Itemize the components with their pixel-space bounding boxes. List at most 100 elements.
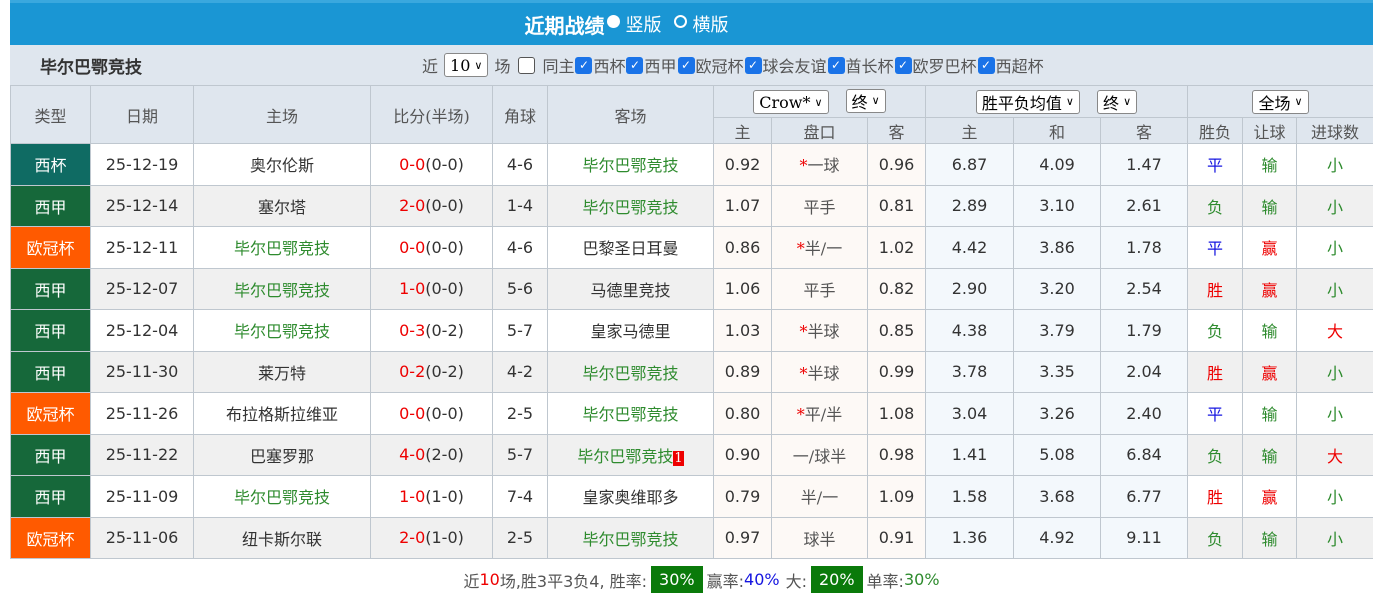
ah-home-cell: 0.92 bbox=[714, 144, 772, 186]
home-cell: 毕尔巴鄂竞技 bbox=[194, 310, 371, 352]
handicap-line: 平手 bbox=[803, 281, 835, 300]
eu-draw-cell: 3.26 bbox=[1014, 393, 1101, 435]
chevron-down-icon: ∨ bbox=[814, 96, 822, 109]
goals-cell: 小 bbox=[1297, 268, 1373, 310]
eu-home-odds: 2.89 bbox=[952, 196, 988, 215]
competition-label: 酋长杯 bbox=[846, 53, 894, 77]
score-cell: 1-0(1-0) bbox=[371, 476, 493, 518]
match-count-value: 10 bbox=[450, 56, 470, 75]
eu-home-odds: 4.42 bbox=[952, 238, 988, 257]
eu-away-cell: 6.84 bbox=[1101, 434, 1188, 476]
date-cell: 25-12-19 bbox=[91, 144, 194, 186]
same-home-checkbox[interactable] bbox=[518, 57, 535, 74]
col-away: 客场 bbox=[548, 86, 714, 144]
ah-line-cell: *一球 bbox=[772, 144, 868, 186]
eu-away-cell: 2.04 bbox=[1101, 351, 1188, 393]
company-select[interactable]: Crow*∨ bbox=[753, 90, 828, 114]
competition-checkbox[interactable]: ✓ bbox=[626, 57, 643, 74]
score-cell: 0-2(0-2) bbox=[371, 351, 493, 393]
handicap-result-cell: 输 bbox=[1243, 185, 1297, 227]
eu-draw-cell: 4.09 bbox=[1014, 144, 1101, 186]
ah-home-odds: 0.92 bbox=[725, 155, 761, 174]
corners-cell: 5-7 bbox=[493, 434, 548, 476]
cover-rate: 40% bbox=[744, 570, 780, 589]
date-cell: 25-12-14 bbox=[91, 185, 194, 227]
eu-draw-cell: 4.92 bbox=[1014, 517, 1101, 559]
vertical-label[interactable]: 竖版 bbox=[626, 11, 662, 37]
competition-type: 西甲 bbox=[34, 322, 66, 341]
goals-cell: 小 bbox=[1297, 185, 1373, 227]
ah-away-cell: 1.02 bbox=[868, 227, 926, 269]
goals-cell: 小 bbox=[1297, 144, 1373, 186]
eu-draw-odds: 3.35 bbox=[1039, 362, 1075, 381]
home-team: 塞尔塔 bbox=[258, 198, 306, 217]
competition-type: 西杯 bbox=[34, 156, 66, 175]
competition-checkbox[interactable]: ✓ bbox=[678, 57, 695, 74]
handicap-result: 输 bbox=[1262, 322, 1278, 341]
match-date: 25-12-14 bbox=[106, 196, 179, 215]
horizontal-label[interactable]: 横版 bbox=[693, 11, 729, 37]
match-count-select[interactable]: 10∨ bbox=[444, 53, 488, 77]
vertical-radio[interactable] bbox=[607, 15, 620, 28]
summary-text: 大: bbox=[786, 568, 807, 592]
match-result: 胜 bbox=[1207, 488, 1223, 507]
competition-label: 西超杯 bbox=[996, 53, 1044, 77]
competition-checkbox[interactable]: ✓ bbox=[828, 57, 845, 74]
eu-type-select[interactable]: 胜平负均值∨ bbox=[976, 90, 1080, 114]
match-date: 25-11-26 bbox=[106, 404, 179, 423]
home-cell: 布拉格斯拉维亚 bbox=[194, 393, 371, 435]
eu-draw-cell: 3.20 bbox=[1014, 268, 1101, 310]
scope-select[interactable]: 全场∨ bbox=[1252, 90, 1308, 114]
chevron-down-icon: ∨ bbox=[1066, 95, 1074, 108]
eu-draw-odds: 3.20 bbox=[1039, 279, 1075, 298]
corner-count: 5-7 bbox=[507, 445, 533, 464]
result-cell: 负 bbox=[1188, 185, 1243, 227]
match-date: 25-11-22 bbox=[106, 445, 179, 464]
home-team: 毕尔巴鄂竞技 bbox=[234, 239, 330, 258]
col-ah-line: 盘口 bbox=[772, 118, 868, 144]
horizontal-radio[interactable] bbox=[674, 15, 687, 28]
ah-away-cell: 0.85 bbox=[868, 310, 926, 352]
goals-result: 小 bbox=[1327, 156, 1343, 175]
full-time-score: 0-2 bbox=[399, 362, 425, 381]
eu-away-cell: 2.40 bbox=[1101, 393, 1188, 435]
half-time-score: (0-0) bbox=[425, 238, 464, 257]
ah-stage-select[interactable]: 终∨ bbox=[846, 89, 886, 113]
competition-checkbox[interactable]: ✓ bbox=[978, 57, 995, 74]
ah-home-odds: 0.79 bbox=[725, 487, 761, 506]
competition-checkbox[interactable]: ✓ bbox=[895, 57, 912, 74]
eu-draw-odds: 4.92 bbox=[1039, 528, 1075, 547]
eu-stage-select[interactable]: 终∨ bbox=[1097, 90, 1137, 114]
handicap-result: 赢 bbox=[1262, 488, 1278, 507]
recent-prefix: 近 bbox=[422, 53, 438, 77]
half-time-score: (0-2) bbox=[425, 362, 464, 381]
ah-home-odds: 1.07 bbox=[725, 196, 761, 215]
competition-checkbox[interactable]: ✓ bbox=[575, 57, 592, 74]
handicap-result: 输 bbox=[1262, 530, 1278, 549]
match-date: 25-12-04 bbox=[106, 321, 179, 340]
corners-cell: 4-2 bbox=[493, 351, 548, 393]
result-cell: 负 bbox=[1188, 310, 1243, 352]
ah-home-cell: 0.86 bbox=[714, 227, 772, 269]
summary-count: 10 bbox=[479, 570, 499, 589]
eu-away-cell: 6.77 bbox=[1101, 476, 1188, 518]
handicap-line: 一/球半 bbox=[793, 447, 846, 466]
date-cell: 25-11-22 bbox=[91, 434, 194, 476]
ah-line-cell: 半/一 bbox=[772, 476, 868, 518]
match-table: 类型 日期 主场 比分(半场) 角球 客场 Crow*∨ 终∨ 胜平负均值∨ 终… bbox=[10, 85, 1373, 559]
corner-count: 5-6 bbox=[507, 279, 533, 298]
competition-checkbox[interactable]: ✓ bbox=[745, 57, 762, 74]
eu-home-cell: 4.42 bbox=[926, 227, 1014, 269]
competition-label: 球会友谊 bbox=[763, 53, 827, 77]
goals-cell: 小 bbox=[1297, 517, 1373, 559]
